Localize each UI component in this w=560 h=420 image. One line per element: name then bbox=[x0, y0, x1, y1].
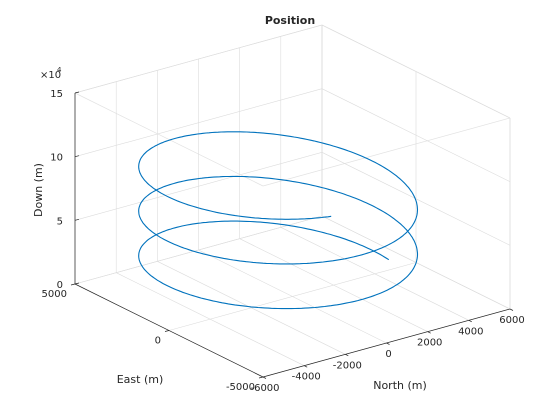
x-tick-mark bbox=[304, 365, 308, 368]
x-tick-mark bbox=[427, 331, 431, 334]
z-tick-mark bbox=[74, 282, 80, 285]
tick-labels: -6000-4000-20000200040006000-50000500005… bbox=[42, 89, 525, 394]
back-wall-grid-z bbox=[74, 215, 323, 285]
z-tick-label: 5 bbox=[57, 216, 63, 227]
side-wall-grid-z bbox=[321, 88, 511, 182]
x-tick-mark bbox=[386, 342, 390, 345]
z-tick-mark bbox=[74, 218, 80, 221]
z-tick-label: 15 bbox=[50, 89, 63, 100]
grid-lines bbox=[74, 24, 511, 378]
z-exponent-power: 4 bbox=[57, 66, 62, 74]
y-tick-label: 0 bbox=[155, 336, 161, 347]
y-axis-label: East (m) bbox=[117, 373, 164, 386]
x-axis-label: North (m) bbox=[373, 379, 427, 392]
side-wall-grid-z bbox=[321, 152, 511, 246]
x-tick-mark bbox=[345, 353, 349, 357]
y-tick-mark bbox=[164, 330, 170, 332]
box-edge bbox=[262, 117, 511, 187]
y-tick-label: 5000 bbox=[42, 289, 67, 300]
axes bbox=[70, 91, 514, 379]
z-axis-label: Down (m) bbox=[32, 163, 45, 217]
series-layer bbox=[138, 131, 419, 310]
x-tick-mark bbox=[468, 319, 472, 323]
y-tick-mark bbox=[258, 376, 264, 379]
z-tick-mark bbox=[74, 91, 80, 94]
z-tick-mark bbox=[74, 155, 80, 158]
back-wall-grid-z bbox=[74, 24, 323, 94]
box-edge bbox=[74, 92, 264, 187]
x-tick-label: -2000 bbox=[333, 360, 362, 371]
side-wall-grid-z bbox=[321, 24, 511, 119]
z-exponent-base: ×10 bbox=[40, 70, 61, 81]
floor-grid-y bbox=[168, 262, 417, 331]
chart-title: Position bbox=[265, 14, 315, 27]
y-tick-mark bbox=[70, 283, 76, 286]
series-line-0 bbox=[138, 131, 419, 310]
z-tick-label: 10 bbox=[50, 153, 63, 164]
back-wall-grid-z bbox=[74, 152, 323, 221]
z-tick-label: 0 bbox=[57, 280, 63, 291]
x-tick-label: 4000 bbox=[458, 326, 483, 337]
y-tick-label: -5000 bbox=[226, 382, 255, 393]
x-tick-label: -6000 bbox=[250, 383, 279, 394]
back-wall-grid-z bbox=[74, 88, 323, 157]
x-tick-label: 2000 bbox=[417, 338, 442, 349]
z-exponent: ×10 4 bbox=[40, 66, 62, 81]
x-tick-label: -4000 bbox=[292, 372, 321, 383]
x-tick-label: 0 bbox=[385, 349, 391, 360]
x-tick-mark bbox=[262, 376, 267, 379]
x-tick-mark bbox=[509, 308, 514, 311]
x-tick-label: 6000 bbox=[499, 315, 524, 326]
